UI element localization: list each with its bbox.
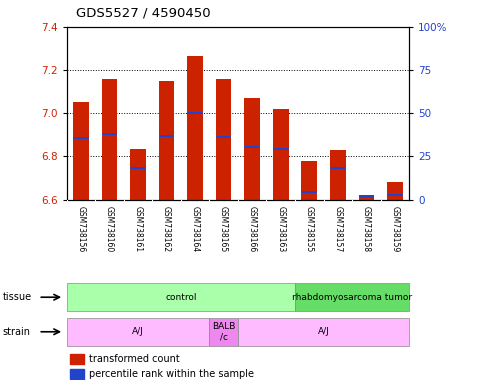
Text: GSM738163: GSM738163 <box>276 206 285 252</box>
Text: GSM738166: GSM738166 <box>247 206 257 252</box>
Bar <box>301 161 317 200</box>
Bar <box>70 369 84 379</box>
Bar <box>358 197 374 200</box>
Bar <box>130 149 146 200</box>
Bar <box>187 56 203 200</box>
Bar <box>216 79 231 200</box>
Bar <box>387 194 403 197</box>
Bar <box>358 195 374 197</box>
Bar <box>216 136 231 138</box>
Text: percentile rank within the sample: percentile rank within the sample <box>89 369 254 379</box>
Bar <box>130 167 146 169</box>
Text: GDS5527 / 4590450: GDS5527 / 4590450 <box>76 6 211 19</box>
Bar <box>67 283 295 311</box>
Text: GSM738162: GSM738162 <box>162 206 171 252</box>
Bar <box>187 112 203 114</box>
Text: GSM738159: GSM738159 <box>390 206 399 252</box>
Text: transformed count: transformed count <box>89 354 179 364</box>
Bar <box>70 354 84 364</box>
Text: tissue: tissue <box>2 292 32 302</box>
Text: A/J: A/J <box>317 327 329 336</box>
Text: GSM738161: GSM738161 <box>134 206 142 252</box>
Bar <box>73 103 89 200</box>
Text: GSM738165: GSM738165 <box>219 206 228 252</box>
Text: A/J: A/J <box>132 327 144 336</box>
Bar <box>273 109 288 200</box>
Bar <box>330 150 346 200</box>
Bar <box>67 318 210 346</box>
Text: GSM738164: GSM738164 <box>190 206 200 252</box>
Text: GSM738157: GSM738157 <box>333 206 342 252</box>
Bar <box>102 79 117 200</box>
Bar <box>273 148 288 150</box>
Bar <box>159 81 175 200</box>
Bar <box>159 135 175 137</box>
Text: control: control <box>165 293 197 302</box>
Bar <box>301 191 317 193</box>
Bar <box>73 137 89 139</box>
Bar <box>102 133 117 135</box>
Text: GSM738158: GSM738158 <box>362 206 371 252</box>
Text: GSM738160: GSM738160 <box>105 206 114 252</box>
Bar <box>245 98 260 200</box>
Bar <box>330 167 346 169</box>
Text: strain: strain <box>2 327 31 337</box>
Bar <box>238 318 409 346</box>
Bar <box>295 283 409 311</box>
Text: BALB
/c: BALB /c <box>212 322 235 341</box>
Text: GSM738156: GSM738156 <box>76 206 85 252</box>
Text: rhabdomyosarcoma tumor: rhabdomyosarcoma tumor <box>292 293 412 302</box>
Bar <box>387 182 403 200</box>
Bar <box>210 318 238 346</box>
Text: GSM738155: GSM738155 <box>305 206 314 252</box>
Bar <box>245 146 260 148</box>
